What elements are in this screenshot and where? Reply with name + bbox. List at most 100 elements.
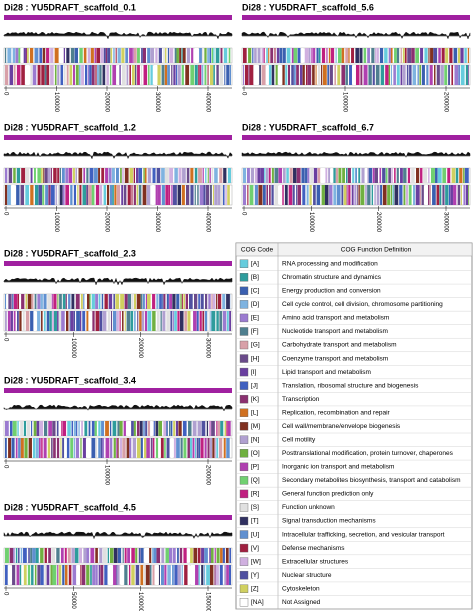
gene-stripe bbox=[186, 48, 191, 63]
gene-stripe bbox=[95, 438, 98, 458]
gene-stripe bbox=[5, 548, 9, 563]
gene-stripe bbox=[297, 48, 301, 63]
gene-stripe bbox=[127, 185, 131, 205]
gene-stripe bbox=[173, 421, 176, 436]
gene-stripe bbox=[315, 65, 317, 85]
gene-stripe bbox=[51, 294, 53, 309]
gene-stripe bbox=[159, 294, 162, 309]
gene-stripe bbox=[155, 48, 158, 63]
scaffold-panel: Di28 : YU5DRAFT_scaffold_4.5 0 50000 100000… bbox=[2, 502, 233, 611]
gene-stripe bbox=[181, 185, 185, 205]
gene-stripe bbox=[103, 548, 107, 563]
gene-stripe bbox=[58, 565, 62, 585]
gene-stripe bbox=[78, 168, 83, 183]
gene-stripe bbox=[100, 48, 104, 63]
gene-stripe bbox=[127, 421, 131, 436]
gene-stripe bbox=[89, 168, 94, 183]
gene-stripe bbox=[206, 565, 210, 585]
gene-stripe bbox=[460, 65, 465, 85]
gene-stripe bbox=[66, 48, 70, 63]
gene-stripe bbox=[440, 65, 444, 85]
gene-stripe bbox=[170, 421, 173, 436]
gene-stripe bbox=[131, 294, 134, 309]
gene-stripe bbox=[156, 168, 161, 183]
gene-stripe bbox=[112, 421, 117, 436]
gene-stripe bbox=[158, 48, 162, 63]
gene-stripe bbox=[28, 438, 32, 458]
gene-stripe bbox=[166, 438, 170, 458]
gene-stripe bbox=[60, 548, 64, 563]
gene-stripe bbox=[152, 565, 155, 585]
gene-stripe bbox=[336, 185, 341, 205]
gene-stripe bbox=[227, 185, 230, 205]
gene-stripe bbox=[40, 294, 43, 309]
gene-stripe bbox=[147, 48, 151, 63]
gene-stripe bbox=[53, 168, 57, 183]
cog-definition: Posttranslational modification, protein … bbox=[282, 450, 454, 457]
gene-stripe bbox=[450, 185, 453, 205]
gene-stripe bbox=[460, 185, 462, 205]
gene-stripe bbox=[140, 565, 144, 585]
gene-stripe bbox=[210, 185, 212, 205]
gene-stripe bbox=[438, 48, 441, 63]
cog-definition: Cell wall/membrane/envelope biogenesis bbox=[282, 423, 401, 430]
gene-stripe bbox=[108, 168, 112, 183]
gene-stripe bbox=[363, 48, 367, 63]
tick-label: 200000 bbox=[137, 338, 143, 359]
gene-stripe bbox=[313, 168, 318, 183]
gene-stripe bbox=[111, 168, 115, 183]
gene-stripe bbox=[325, 168, 328, 183]
gene-stripe bbox=[82, 185, 87, 205]
gene-stripe bbox=[416, 168, 420, 183]
gene-stripe bbox=[282, 185, 284, 205]
gene-stripe bbox=[162, 294, 164, 309]
gene-stripe bbox=[270, 48, 274, 63]
gene-stripe bbox=[199, 311, 202, 331]
scaffold-panel: Di28 : YU5DRAFT_scaffold_5.6 0 100000 20000… bbox=[240, 2, 471, 113]
gene-stripe bbox=[163, 48, 165, 63]
gene-stripe bbox=[147, 421, 151, 436]
gene-stripe bbox=[155, 421, 159, 436]
gene-stripe bbox=[219, 311, 223, 331]
gene-stripe bbox=[198, 294, 200, 309]
gene-stripe bbox=[205, 294, 208, 309]
gene-stripe bbox=[209, 548, 211, 563]
gene-stripe bbox=[80, 565, 82, 585]
legend-header: COG Function Definition bbox=[341, 247, 412, 254]
gene-stripe bbox=[351, 185, 354, 205]
gene-stripe bbox=[417, 65, 419, 85]
gc-skew bbox=[3, 277, 233, 286]
gene-stripe bbox=[105, 438, 110, 458]
panel-title: Di28 : YU5DRAFT_scaffold_1.2 bbox=[4, 122, 136, 132]
gene-stripe bbox=[243, 168, 247, 183]
gene-stripe bbox=[66, 65, 69, 85]
gene-stripe bbox=[60, 438, 62, 458]
gene-stripe bbox=[206, 421, 209, 436]
gene-stripe bbox=[249, 185, 254, 205]
gene-stripe bbox=[181, 48, 183, 63]
gene-stripe bbox=[292, 185, 295, 205]
gene-stripe bbox=[204, 548, 208, 563]
gene-stripe bbox=[187, 311, 191, 331]
gene-stripe bbox=[276, 48, 280, 63]
gene-stripe bbox=[200, 438, 204, 458]
gene-stripe bbox=[380, 65, 385, 85]
gene-stripe bbox=[229, 548, 231, 563]
gene-stripe bbox=[194, 168, 198, 183]
gene-stripe bbox=[423, 168, 428, 183]
gene-stripe bbox=[132, 438, 137, 458]
gene-stripe bbox=[101, 421, 105, 436]
gene-stripe bbox=[50, 185, 55, 205]
gene-stripe bbox=[86, 548, 90, 563]
gene-stripe bbox=[309, 185, 312, 205]
legend-header: COG Code bbox=[241, 247, 274, 254]
gene-stripe bbox=[52, 421, 56, 436]
gene-stripe bbox=[44, 565, 47, 585]
gene-stripe bbox=[89, 65, 92, 85]
gene-stripe bbox=[138, 168, 143, 183]
gene-stripe bbox=[313, 48, 316, 63]
cog-definition: Energy production and conversion bbox=[282, 288, 381, 295]
gene-stripe bbox=[81, 565, 86, 585]
gene-stripe bbox=[150, 421, 153, 436]
